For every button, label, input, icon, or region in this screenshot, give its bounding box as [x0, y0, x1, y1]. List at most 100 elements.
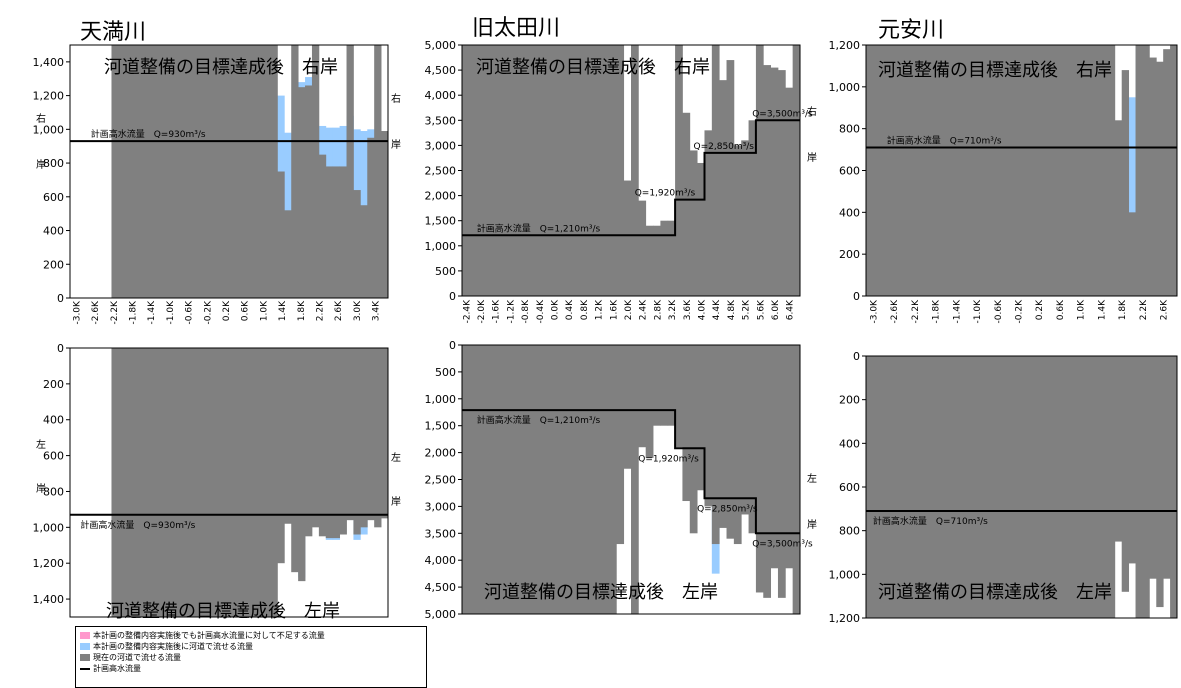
- panel-title-kyuota: 旧太田川: [472, 16, 561, 41]
- ytick-label-kyuota-left: 500: [435, 366, 456, 379]
- bar-current-motoyasu-left: [1107, 356, 1116, 618]
- ytick-label-kyuota-right: 2,500: [425, 165, 457, 178]
- bar-current-motoyasu-right: [997, 45, 1005, 296]
- xtick-label-kyuota-right: 3.2K: [668, 299, 678, 320]
- bar-current-motoyasu-left: [900, 356, 908, 618]
- bar-current-motoyasu-left: [1059, 356, 1067, 618]
- bar-current-motoyasu-left: [1018, 356, 1026, 618]
- bar-current-motoyasu-right: [1135, 45, 1143, 296]
- bar-current-kyuota-left: [755, 345, 764, 593]
- bar-current-temma-right: [360, 205, 368, 298]
- bar-current-temma-right: [346, 45, 354, 298]
- xtick-label-kyuota-right: 3.6K: [683, 299, 693, 320]
- ytick-label-motoyasu-left: 600: [839, 481, 860, 494]
- bar-current-kyuota-right: [675, 45, 683, 296]
- bar-current-temma-right: [235, 45, 244, 298]
- bar-current-kyuota-right: [557, 45, 566, 296]
- xtick-label-motoyasu-right: -2.6K: [890, 299, 900, 324]
- bar-current-temma-right: [222, 45, 230, 298]
- ytick-label-kyuota-left: 0: [449, 339, 456, 352]
- overlay-title-temma-left: 河道整備の目標達成後 左岸: [106, 601, 340, 622]
- bar-current-motoyasu-right: [983, 45, 991, 296]
- xtick-label-temma-right: -3.0K: [72, 300, 82, 325]
- bar-current-kyuota-left: [520, 345, 529, 614]
- bar-current-temma-right: [159, 45, 168, 298]
- bar-current-temma-right: [139, 45, 147, 298]
- bar-current-temma-left: [235, 348, 244, 617]
- bar-current-kyuota-left: [528, 345, 536, 614]
- side-label-left-2-bottom: 岸: [391, 497, 401, 508]
- plan-line-kyuota-right: [462, 119, 800, 237]
- overlay-title-temma-right: 河道整備の目標達成後 右岸: [104, 57, 338, 78]
- xtick-label-motoyasu-right: -1.4K: [952, 299, 962, 324]
- xtick-label-motoyasu-right: -0.2K: [1015, 299, 1025, 324]
- bar-current-temma-right: [305, 85, 313, 298]
- plot-frame-kyuota-right: [461, 44, 801, 297]
- bar-current-temma-right: [111, 45, 119, 298]
- xtick-label-kyuota-right: 0.8K: [580, 299, 590, 320]
- bar-current-kyuota-left: [770, 345, 779, 569]
- bar-current-kyuota-left: [564, 345, 573, 614]
- bar-current-motoyasu-right: [1073, 45, 1081, 296]
- xtick-label-temma-right: 2.2K: [316, 300, 326, 321]
- bar-current-kyuota-left: [726, 345, 735, 539]
- bar-current-kyuota-right: [462, 45, 470, 296]
- bar-current-kyuota-right: [601, 45, 610, 296]
- xtick-label-motoyasu-right: -1.0K: [973, 299, 983, 324]
- bar-current-kyuota-left: [763, 345, 772, 598]
- bar-current-kyuota-left: [535, 345, 544, 614]
- bar-current-kyuota-left: [572, 345, 580, 614]
- bar-current-kyuota-left: [476, 345, 485, 614]
- bar-current-temma-right: [291, 45, 299, 298]
- legend-label-shortage: 本計画の整備内容実施後でも計画高水流量に対して不足する流量: [93, 631, 325, 640]
- bar-current-temma-left: [367, 348, 375, 521]
- bar-current-temma-left: [305, 348, 313, 537]
- ytick-label-kyuota-right: 4,000: [425, 89, 457, 102]
- plot-frame-motoyasu-left: [865, 355, 1178, 619]
- bar-current-temma-right: [353, 190, 361, 298]
- ytick-label-kyuota-right: 500: [435, 265, 456, 278]
- bar-current-motoyasu-right: [1114, 120, 1123, 296]
- bar-current-kyuota-left: [601, 345, 610, 614]
- bar-current-motoyasu-right: [990, 45, 998, 296]
- xtick-label-motoyasu-right: 1.8K: [1118, 299, 1128, 320]
- xtick-label-kyuota-right: 1.6K: [609, 299, 619, 320]
- bar-current-motoyasu-right: [935, 45, 943, 296]
- bar-current-temma-right: [249, 45, 258, 298]
- ytick-label-motoyasu-right: 800: [839, 123, 860, 136]
- bar-current-motoyasu-right: [1094, 45, 1102, 296]
- bar-current-temma-right: [152, 45, 161, 298]
- xtick-label-motoyasu-right: 1.4K: [1097, 299, 1107, 320]
- bar-current-motoyasu-left: [1052, 356, 1060, 618]
- bar-current-motoyasu-right: [1107, 45, 1116, 296]
- bar-current-motoyasu-right: [921, 45, 929, 296]
- bar-current-temma-left: [298, 348, 306, 582]
- bar-current-temma-right: [311, 45, 320, 298]
- bar-current-temma-left: [187, 348, 195, 617]
- plan-label-kyuota-right: Q=3,500m³/s: [752, 109, 813, 119]
- bar-current-motoyasu-right: [1156, 61, 1164, 297]
- xtick-label-kyuota-right: -1.6K: [492, 299, 502, 324]
- bar-current-temma-right: [194, 45, 202, 298]
- plan-label-kyuota-left: Q=2,850m³/s: [697, 504, 758, 514]
- xtick-label-kyuota-right: 6.4K: [786, 299, 796, 320]
- legend-item-plan: 計画高水流量: [80, 663, 422, 674]
- bar-current-temma-left: [229, 348, 237, 617]
- bar-current-motoyasu-left: [1024, 356, 1033, 618]
- ytick-label-temma-left: 1,000: [33, 521, 65, 534]
- bar-current-temma-left: [339, 348, 347, 535]
- bar-current-motoyasu-right: [1052, 45, 1060, 296]
- xtick-label-temma-right: 2.6K: [334, 300, 344, 321]
- bar-current-temma-right: [318, 154, 327, 298]
- plan-label-temma-left: 計画高水流量 Q=930m³/s: [80, 519, 195, 531]
- bar-current-motoyasu-right: [1024, 45, 1033, 296]
- bar-current-motoyasu-right: [879, 45, 888, 296]
- xtick-label-temma-right: 3.0K: [353, 300, 363, 321]
- xtick-label-kyuota-right: 4.4K: [712, 299, 722, 320]
- bar-current-temma-right: [374, 45, 382, 298]
- bar-current-motoyasu-left: [1142, 356, 1150, 618]
- bar-current-temma-right: [208, 45, 216, 298]
- ytick-label-temma-right: 200: [43, 258, 64, 271]
- bar-current-motoyasu-left: [893, 356, 901, 618]
- bar-current-motoyasu-left: [1163, 356, 1171, 579]
